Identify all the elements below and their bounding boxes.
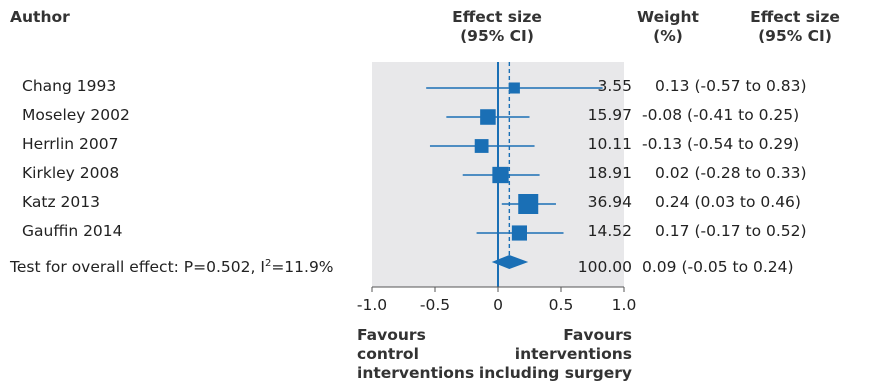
x-tick-label: 1.0 xyxy=(612,296,637,314)
study-ci-text: 0.17 (-0.17 to 0.52) xyxy=(655,222,807,240)
study-author-label: Kirkley 2008 xyxy=(22,164,120,182)
study-weight: 36.94 xyxy=(587,193,632,211)
effect-square xyxy=(511,225,527,241)
favours-left-line1: Favours xyxy=(357,326,426,344)
overall-label-sup: 2 xyxy=(264,258,272,269)
overall-ci-text: 0.09 (-0.05 to 0.24) xyxy=(642,258,794,276)
effect-square xyxy=(492,166,509,184)
weight-header-line1: Weight xyxy=(637,8,699,26)
ci-header: Effect size (95% CI) xyxy=(725,8,865,46)
overall-label-suffix: =11.9% xyxy=(271,258,334,277)
effect-square xyxy=(518,194,539,214)
ci-header-line2: (95% CI) xyxy=(758,27,832,45)
overall-weight: 100.00 xyxy=(577,258,632,276)
study-weight: 18.91 xyxy=(587,164,632,182)
study-ci-text: -0.13 (-0.54 to 0.29) xyxy=(642,135,800,153)
overall-diamond xyxy=(491,255,529,269)
effect-square xyxy=(508,82,520,94)
study-weight: 10.11 xyxy=(587,135,632,153)
study-ci-text: 0.02 (-0.28 to 0.33) xyxy=(655,164,807,182)
effect-size-header-line2: (95% CI) xyxy=(460,27,534,45)
favours-surgery-label: Favours interventions including surgery xyxy=(479,326,632,383)
ci-header-line1: Effect size xyxy=(750,8,840,26)
x-tick-label: 0.5 xyxy=(549,296,574,314)
overall-label-prefix: Test for overall effect: P=0.502, I xyxy=(10,258,265,277)
favours-control-label: Favours control interventions xyxy=(357,326,474,383)
study-author-label: Katz 2013 xyxy=(22,193,100,211)
study-weight: 3.55 xyxy=(597,77,632,95)
study-author-label: Herrlin 2007 xyxy=(22,135,119,153)
author-header: Author xyxy=(10,8,70,26)
x-tick-label: -1.0 xyxy=(357,296,387,314)
weight-header-line2: (%) xyxy=(653,27,683,45)
effect-square xyxy=(480,109,496,125)
study-weight: 14.52 xyxy=(587,222,632,240)
favours-left-line2: control xyxy=(357,345,419,363)
study-author-label: Chang 1993 xyxy=(22,77,117,95)
overall-effect-label: Test for overall effect: P=0.502, I2=11.… xyxy=(10,258,334,276)
favours-right-line3: including surgery xyxy=(478,364,632,382)
study-author-label: Moseley 2002 xyxy=(22,106,130,124)
weight-header: Weight (%) xyxy=(628,8,708,46)
study-ci-text: 0.13 (-0.57 to 0.83) xyxy=(655,77,807,95)
favours-right-line2: interventions xyxy=(514,345,632,363)
favours-right-line1: Favours xyxy=(563,326,632,344)
study-author-label: Gauffin 2014 xyxy=(22,222,123,240)
study-weight: 15.97 xyxy=(587,106,632,124)
effect-size-header: Effect size (95% CI) xyxy=(417,8,577,46)
study-ci-text: 0.24 (0.03 to 0.46) xyxy=(655,193,801,211)
favours-left-line3: interventions xyxy=(357,364,475,382)
effect-square xyxy=(474,139,489,153)
effect-size-header-line1: Effect size xyxy=(452,8,542,26)
x-tick-label: -0.5 xyxy=(420,296,450,314)
study-ci-text: -0.08 (-0.41 to 0.25) xyxy=(642,106,800,124)
x-tick-label: 0 xyxy=(493,296,503,314)
